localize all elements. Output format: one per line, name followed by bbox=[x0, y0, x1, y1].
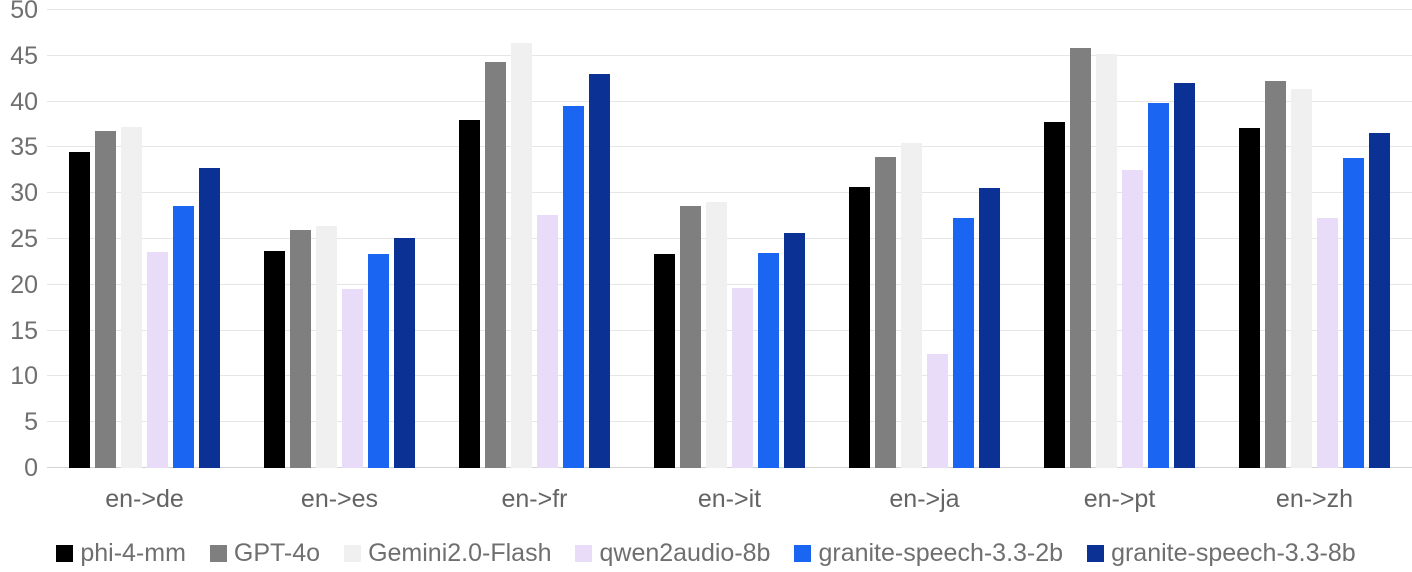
legend-item-granite-speech-3-3-2b: granite-speech-3.3-2b bbox=[794, 538, 1063, 568]
legend-item-granite-speech-3-3-8b: granite-speech-3.3-8b bbox=[1087, 538, 1356, 568]
bar-group-en-de bbox=[47, 10, 242, 468]
bar-granite-speech-3-3-2b-en-es bbox=[368, 253, 389, 468]
bar-granite-speech-3-3-8b-en-de bbox=[199, 168, 220, 468]
bar-qwen2audio-8b-en-it bbox=[732, 288, 753, 468]
gridline bbox=[47, 283, 1412, 285]
legend-item-gemini2-0-flash: Gemini2.0-Flash bbox=[344, 538, 551, 568]
bar-gemini2-0-flash-en-de bbox=[121, 127, 142, 468]
gridline bbox=[47, 421, 1412, 423]
bar-qwen2audio-8b-en-es bbox=[342, 289, 363, 468]
bar-qwen2audio-8b-en-de bbox=[147, 251, 168, 468]
gridline bbox=[47, 100, 1412, 102]
x-axis-label-en-pt: en->pt bbox=[1083, 485, 1156, 513]
legend-item-gpt-4o: GPT-4o bbox=[209, 538, 321, 568]
bar-granite-speech-3-3-8b-en-it bbox=[784, 232, 805, 468]
legend-item-qwen2audio-8b: qwen2audio-8b bbox=[575, 538, 770, 568]
bar-gpt-4o-en-ja bbox=[875, 156, 896, 468]
bar-gpt-4o-en-pt bbox=[1070, 48, 1091, 468]
bar-gpt-4o-en-it bbox=[680, 206, 701, 468]
gridline bbox=[47, 238, 1412, 239]
bar-phi-4-mm-en-es bbox=[264, 250, 285, 468]
gridline bbox=[47, 54, 1412, 56]
x-axis-label-en-it: en->it bbox=[697, 485, 762, 513]
legend-label: phi-4-mm bbox=[80, 539, 186, 567]
legend-label: granite-speech-3.3-2b bbox=[818, 539, 1064, 567]
legend-swatch-icon bbox=[209, 544, 227, 562]
bar-granite-speech-3-3-8b-en-ja bbox=[979, 187, 1000, 468]
bar-phi-4-mm-en-fr bbox=[459, 119, 480, 468]
legend-swatch-icon bbox=[794, 544, 812, 562]
y-tick-label: 20 bbox=[10, 270, 38, 299]
y-tick-label: 30 bbox=[10, 179, 38, 208]
x-axis-label-en-ja: en->ja bbox=[889, 485, 960, 513]
bar-qwen2audio-8b-en-pt bbox=[1122, 170, 1143, 468]
bar-granite-speech-3-3-2b-en-zh bbox=[1343, 158, 1364, 468]
x-axis-baseline bbox=[47, 467, 1412, 468]
bar-group-en-es bbox=[242, 10, 437, 468]
legend-label: GPT-4o bbox=[233, 539, 321, 567]
bar-gpt-4o-en-de bbox=[95, 130, 116, 468]
bar-group-en-fr bbox=[437, 10, 632, 468]
bar-qwen2audio-8b-en-fr bbox=[537, 215, 558, 468]
gridline bbox=[47, 9, 1412, 10]
x-axis-label-en-de: en->de bbox=[105, 485, 184, 513]
bar-gpt-4o-en-fr bbox=[485, 62, 506, 468]
y-tick-label: 45 bbox=[10, 41, 38, 70]
bar-granite-speech-3-3-8b-en-pt bbox=[1174, 83, 1195, 468]
bar-gemini2-0-flash-en-ja bbox=[901, 142, 922, 468]
bar-qwen2audio-8b-en-zh bbox=[1317, 217, 1338, 468]
legend-swatch-icon bbox=[1087, 544, 1105, 562]
bar-granite-speech-3-3-2b-en-de bbox=[173, 206, 194, 468]
gridline bbox=[47, 146, 1412, 148]
bar-gpt-4o-en-es bbox=[290, 229, 311, 468]
legend-swatch-icon bbox=[344, 544, 362, 562]
bar-phi-4-mm-en-de bbox=[69, 151, 90, 468]
bar-gemini2-0-flash-en-es bbox=[316, 226, 337, 468]
bar-phi-4-mm-en-ja bbox=[849, 186, 870, 468]
bar-gpt-4o-en-zh bbox=[1265, 81, 1286, 468]
legend-swatch-icon bbox=[575, 544, 593, 562]
bar-granite-speech-3-3-8b-en-es bbox=[394, 238, 415, 468]
y-tick-label: 15 bbox=[10, 316, 38, 345]
bar-group-en-zh bbox=[1217, 10, 1412, 468]
x-axis-label-en-zh: en->zh bbox=[1275, 485, 1354, 513]
legend: phi-4-mm GPT-4o Gemini2.0-Flash qwen2audio-… bbox=[0, 538, 1412, 568]
y-tick-label: 10 bbox=[10, 362, 38, 391]
bar-gemini2-0-flash-en-it bbox=[706, 202, 727, 468]
y-tick-label: 35 bbox=[10, 133, 38, 162]
y-tick-label: 50 bbox=[10, 0, 38, 24]
gridline bbox=[47, 329, 1412, 331]
legend-label: Gemini2.0-Flash bbox=[368, 539, 552, 567]
x-axis-label-en-es: en->es bbox=[300, 485, 379, 513]
bar-group-en-it bbox=[632, 10, 827, 468]
legend-item-phi-4-mm: phi-4-mm bbox=[56, 538, 186, 568]
bar-granite-speech-3-3-2b-en-pt bbox=[1148, 102, 1169, 468]
bar-qwen2audio-8b-en-ja bbox=[927, 354, 948, 468]
plot-area bbox=[47, 9, 1412, 468]
x-axis-label-en-fr: en->fr bbox=[501, 485, 568, 513]
legend-label: qwen2audio-8b bbox=[599, 539, 771, 567]
legend-label: granite-speech-3.3-8b bbox=[1111, 539, 1356, 567]
bar-granite-speech-3-3-2b-en-it bbox=[758, 252, 779, 468]
bar-phi-4-mm-en-zh bbox=[1239, 128, 1260, 468]
bar-group-en-ja bbox=[827, 10, 1022, 468]
bar-gemini2-0-flash-en-pt bbox=[1096, 53, 1117, 468]
gridline bbox=[47, 192, 1412, 194]
y-tick-label: 5 bbox=[24, 408, 38, 437]
y-tick-label: 40 bbox=[10, 87, 38, 116]
gridline bbox=[47, 375, 1412, 377]
bar-gemini2-0-flash-en-fr bbox=[511, 42, 532, 468]
bar-granite-speech-3-3-2b-en-ja bbox=[953, 217, 974, 468]
bar-phi-4-mm-en-it bbox=[654, 253, 675, 468]
legend-swatch-icon bbox=[56, 544, 74, 562]
bar-granite-speech-3-3-8b-en-zh bbox=[1369, 132, 1390, 468]
bar-gemini2-0-flash-en-zh bbox=[1291, 88, 1312, 468]
bar-phi-4-mm-en-pt bbox=[1044, 121, 1065, 468]
bar-granite-speech-3-3-8b-en-fr bbox=[589, 74, 610, 468]
y-tick-label: 0 bbox=[24, 454, 38, 482]
bar-group-en-pt bbox=[1022, 10, 1217, 468]
y-tick-label: 25 bbox=[10, 225, 38, 253]
bar-granite-speech-3-3-2b-en-fr bbox=[563, 106, 584, 468]
